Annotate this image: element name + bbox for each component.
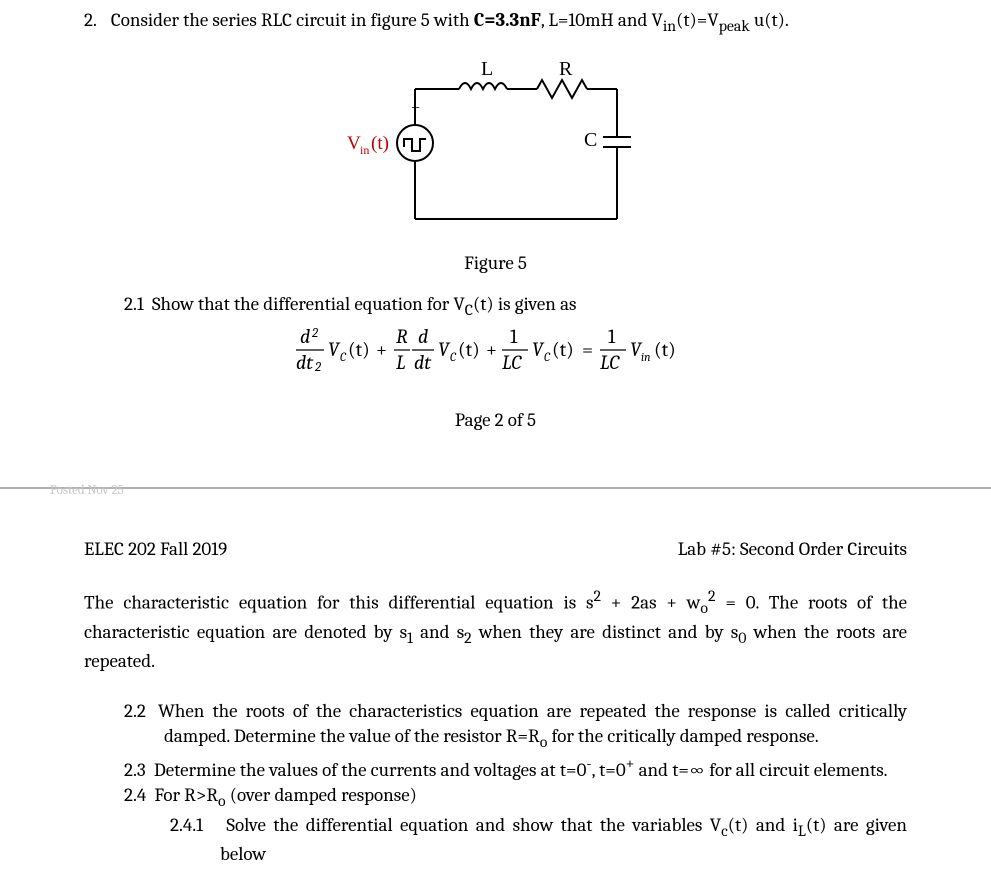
question-2-4: 2.4 For R>Ro (over damped response)	[124, 783, 907, 812]
differential-equation: d2 dt2 VC(t) + R L d dt VC(t) +	[84, 325, 907, 379]
svg-text:2: 2	[311, 326, 318, 341]
polarity-plus: +	[411, 100, 420, 117]
svg-text:R: R	[396, 325, 408, 348]
question-2-4-1: 2.4.1 Solve the differential equation an…	[170, 813, 907, 868]
page-bottom: ELEC 202 Fall 2019 Lab #5: Second Order …	[0, 538, 991, 867]
header-right: Lab #5: Second Order Circuits	[678, 538, 907, 560]
svg-text:(t): (t)	[371, 133, 389, 154]
q22-lead: 2.2	[124, 700, 150, 722]
svg-text:C: C	[544, 350, 551, 364]
svg-text:dt: dt	[414, 351, 432, 374]
svg-text:=: =	[582, 338, 593, 361]
page-header: ELEC 202 Fall 2019 Lab #5: Second Order …	[84, 538, 907, 560]
svg-text:dt: dt	[296, 351, 314, 374]
q21-text: Show that the differential equation for …	[152, 293, 577, 315]
svg-text:1: 1	[510, 325, 518, 348]
posted-faint-text: Posted Nov 25	[0, 483, 991, 498]
svg-text:(t): (t)	[552, 338, 574, 361]
svg-text:(t): (t)	[348, 338, 370, 361]
resistor-icon	[537, 80, 587, 98]
question-2-2: 2.2 When the roots of the characteristic…	[124, 699, 907, 754]
problem-2-intro: 2. Consider the series RLC circuit in fi…	[84, 8, 907, 37]
q24-lead: 2.4	[124, 784, 150, 806]
q23-text: Determine the values of the currents and…	[154, 759, 888, 781]
svg-text:1: 1	[608, 325, 616, 348]
resistor-label: R	[559, 59, 573, 80]
problem-number: 2.	[84, 8, 111, 37]
vin-label: V	[347, 133, 361, 154]
svg-text:(t): (t)	[458, 338, 480, 361]
q241-text: Solve the differential equation and show…	[220, 814, 907, 865]
figure-5-circuit: L R C + V	[84, 59, 907, 238]
q241-lead: 2.4.1	[170, 814, 219, 836]
q24-text: For R>Ro (over damped response)	[154, 784, 416, 806]
svg-text:+: +	[486, 338, 497, 361]
svg-text:LC: LC	[600, 351, 620, 374]
svg-text:in: in	[360, 143, 369, 157]
page-top: 2. Consider the series RLC circuit in fi…	[0, 8, 991, 431]
svg-text:d: d	[300, 325, 310, 348]
characteristic-eq-para: The characteristic equation for this dif…	[84, 586, 907, 674]
figure-caption: Figure 5	[84, 252, 907, 274]
svg-text:L: L	[396, 351, 406, 374]
svg-text:2: 2	[314, 360, 321, 375]
problem-intro-text: Consider the series RLC circuit in figur…	[111, 8, 789, 37]
svg-text:C: C	[340, 350, 347, 364]
voltage-source-icon	[397, 125, 433, 161]
inductor-label: L	[481, 59, 493, 80]
q23-lead: 2.3	[124, 759, 150, 781]
svg-text:(t): (t)	[654, 338, 676, 361]
svg-text:+: +	[376, 338, 387, 361]
q22-text: When the roots of the characteristics eq…	[158, 700, 907, 748]
question-2-1: 2.1 Show that the differential equation …	[124, 292, 907, 321]
svg-text:C: C	[450, 350, 457, 364]
question-2-3: 2.3 Determine the values of the currents…	[124, 753, 907, 783]
svg-text:LC: LC	[502, 351, 522, 374]
svg-text:d: d	[418, 325, 428, 348]
q21-lead: 2.1	[124, 293, 148, 315]
svg-text:in: in	[641, 350, 651, 364]
square-wave-icon	[404, 139, 426, 151]
header-left: ELEC 202 Fall 2019	[84, 538, 227, 560]
inductor-icon	[459, 83, 507, 89]
page-number-footer: Page 2 of 5	[84, 409, 907, 431]
capacitor-label: C	[584, 129, 597, 151]
